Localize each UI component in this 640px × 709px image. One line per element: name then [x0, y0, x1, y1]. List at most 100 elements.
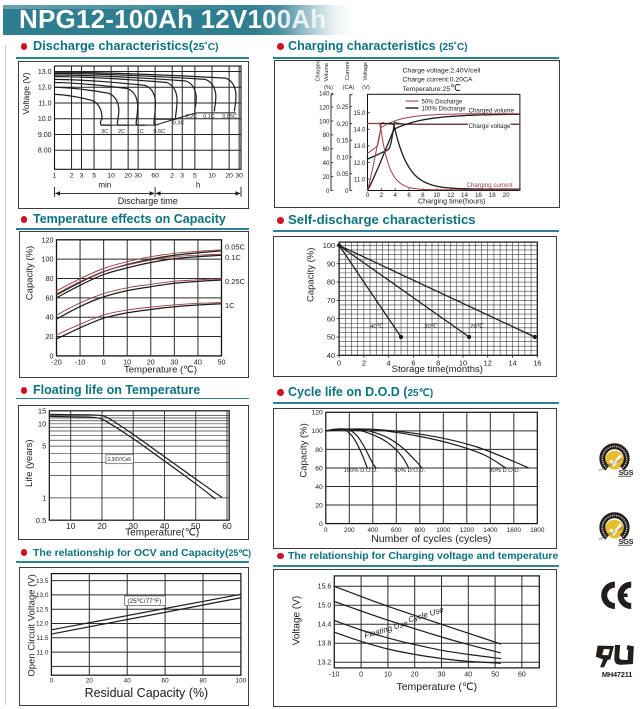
- svg-text:40: 40: [315, 483, 323, 490]
- svg-text:12.0: 12.0: [353, 159, 366, 166]
- svg-text:MH47211: MH47211: [602, 670, 632, 679]
- svg-text:1800: 1800: [530, 527, 545, 534]
- svg-text:50% Discharge: 50% Discharge: [421, 99, 462, 105]
- svg-text:13.2: 13.2: [317, 659, 331, 666]
- svg-text:0.05C: 0.05C: [222, 114, 237, 120]
- svg-text:12.0: 12.0: [36, 620, 49, 627]
- svg-text:12.0: 12.0: [38, 84, 52, 91]
- svg-text:100: 100: [322, 241, 334, 250]
- svg-text:60: 60: [45, 293, 53, 302]
- svg-text:Life (years): Life (years): [24, 439, 35, 487]
- svg-text:14: 14: [461, 191, 468, 198]
- svg-text:1: 1: [42, 493, 46, 502]
- svg-text:-20: -20: [51, 357, 61, 366]
- svg-text:Temperature (℃): Temperature (℃): [124, 365, 197, 376]
- svg-text:Open Circuit Voltage (V): Open Circuit Voltage (V): [26, 574, 37, 676]
- svg-text:1000: 1000: [436, 527, 451, 534]
- svg-text:8: 8: [436, 358, 440, 367]
- svg-text:60: 60: [322, 146, 329, 153]
- svg-text:13.8: 13.8: [317, 640, 331, 647]
- svg-text:2: 2: [170, 172, 174, 179]
- svg-text:-10: -10: [329, 671, 339, 678]
- svg-text:80: 80: [315, 446, 323, 453]
- svg-text:10: 10: [208, 172, 216, 179]
- svg-text:15.6: 15.6: [317, 583, 331, 590]
- svg-text:1C: 1C: [225, 301, 235, 310]
- svg-text:2.30V/Cell: 2.30V/Cell: [107, 457, 130, 463]
- svg-text:h: h: [196, 180, 200, 189]
- svg-text:100: 100: [311, 428, 323, 435]
- svg-text:Capacity (%): Capacity (%): [298, 423, 309, 477]
- svg-text:50: 50: [491, 671, 499, 678]
- svg-text:Capacity (%): Capacity (%): [24, 246, 35, 300]
- svg-text:6: 6: [411, 358, 415, 367]
- svg-text:1200: 1200: [459, 527, 474, 534]
- svg-text:100: 100: [235, 677, 246, 684]
- svg-text:14.0: 14.0: [353, 126, 366, 133]
- svg-text:10: 10: [66, 521, 76, 531]
- svg-text:(V): (V): [362, 85, 370, 91]
- svg-text:60: 60: [161, 677, 169, 684]
- svg-text:20: 20: [146, 357, 154, 366]
- svg-text:13.5: 13.5: [36, 577, 49, 584]
- svg-text:30℃: 30℃: [424, 323, 437, 329]
- svg-text:10: 10: [38, 419, 46, 428]
- svg-text:20: 20: [85, 677, 93, 684]
- svg-text:80: 80: [327, 277, 335, 286]
- svg-text:120: 120: [41, 235, 53, 244]
- svg-text:40: 40: [327, 351, 335, 360]
- svg-text:Temperature (℃): Temperature (℃): [396, 681, 477, 693]
- svg-text:8: 8: [421, 191, 425, 198]
- svg-text:0: 0: [326, 187, 330, 194]
- svg-text:Number of cycles (cycles): Number of cycles (cycles): [371, 532, 491, 544]
- svg-text:70: 70: [327, 296, 335, 305]
- svg-text:10: 10: [459, 358, 467, 367]
- svg-text:0.05: 0.05: [336, 171, 349, 178]
- svg-text:10.0: 10.0: [38, 116, 52, 123]
- svg-text:800: 800: [414, 527, 425, 534]
- svg-text:Residual Capacity (%): Residual Capacity (%): [84, 685, 208, 699]
- svg-text:Storage time(months): Storage time(months): [391, 363, 482, 374]
- svg-text:10: 10: [123, 357, 131, 366]
- svg-text:40: 40: [123, 677, 131, 684]
- svg-text:400: 400: [367, 527, 378, 534]
- svg-text:18: 18: [488, 191, 495, 198]
- svg-text:Discharge time: Discharge time: [118, 196, 178, 206]
- svg-text:200: 200: [344, 527, 355, 534]
- svg-text:30: 30: [437, 671, 445, 678]
- svg-text:100: 100: [41, 255, 53, 264]
- svg-text:(%): (%): [323, 85, 332, 91]
- svg-text:5: 5: [42, 441, 46, 450]
- svg-text:0: 0: [337, 358, 341, 367]
- svg-text:0.6C: 0.6C: [153, 128, 165, 134]
- svg-text:0.1C: 0.1C: [225, 253, 241, 262]
- svg-text:3: 3: [80, 172, 84, 179]
- svg-text:Voltage: Voltage: [363, 61, 369, 80]
- svg-text:20℃: 20℃: [470, 323, 483, 329]
- svg-text:16: 16: [533, 358, 541, 367]
- svg-text:9.00: 9.00: [38, 131, 52, 138]
- svg-text:60: 60: [518, 671, 526, 678]
- svg-text:120: 120: [311, 409, 323, 416]
- svg-text:600: 600: [391, 527, 402, 534]
- svg-text:Cycle Use: Cycle Use: [407, 604, 445, 623]
- svg-text:60: 60: [222, 521, 232, 531]
- svg-text:(25℃/77°F): (25℃/77°F): [127, 596, 161, 604]
- svg-text:Charging time(hours): Charging time(hours): [417, 196, 485, 205]
- svg-text:5: 5: [92, 172, 96, 179]
- svg-text:2: 2: [70, 172, 74, 179]
- svg-text:0.05C: 0.05C: [225, 243, 246, 252]
- svg-text:40: 40: [45, 313, 53, 322]
- svg-text:1400: 1400: [483, 527, 498, 534]
- svg-text:12: 12: [483, 358, 491, 367]
- svg-text:80: 80: [199, 677, 207, 684]
- svg-text:0: 0: [49, 677, 53, 684]
- svg-text:40: 40: [322, 160, 329, 167]
- svg-text:11.0: 11.0: [38, 100, 51, 107]
- svg-text:10: 10: [384, 671, 392, 678]
- svg-text:14: 14: [508, 358, 516, 367]
- svg-text:Temperature:25℃: Temperature:25℃: [402, 83, 461, 94]
- svg-text:30% D.O.D.: 30% D.O.D.: [489, 467, 520, 473]
- svg-text:Charged: Charged: [315, 60, 321, 81]
- svg-text:5: 5: [193, 172, 197, 179]
